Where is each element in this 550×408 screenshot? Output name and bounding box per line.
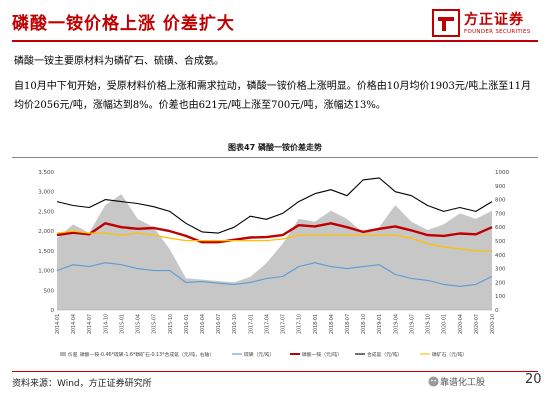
- paragraph-materials: 磷酸一铵主要原材料为磷矿石、硫磺、合成氨。: [14, 56, 224, 67]
- x-tick-label: 2018-07: [345, 314, 351, 334]
- x-tick-label: 2019-01: [377, 314, 383, 334]
- x-tick-label: 2014-10: [103, 314, 109, 334]
- legend-label: 价差: [68, 351, 78, 358]
- left-y-tick-label: 500: [44, 288, 55, 294]
- series-line: [56, 177, 493, 234]
- x-tick-label: 2020-01: [442, 314, 448, 334]
- x-tick-label: 2017-10: [297, 314, 303, 334]
- legend-label: 磷酸一铵-0.46*硫磺-1.6*磷矿石-0.13*合成氨（元/吨，右轴）: [80, 351, 214, 358]
- x-tick-label: 2015-04: [136, 314, 142, 334]
- left-y-tick-label: 0: [51, 308, 55, 314]
- right-y-tick-label: 400: [495, 253, 506, 259]
- x-tick-label: 2015-10: [168, 314, 174, 334]
- page-number: 20: [525, 372, 542, 387]
- right-y-tick-label: 100: [495, 294, 506, 300]
- watermark-text: 靠谱化工股: [440, 378, 486, 388]
- legend-label: 磷酸一铵（元/吨）: [302, 351, 342, 358]
- left-y-tick-label: 2,000: [38, 229, 54, 235]
- right-y-tick-label: 300: [495, 267, 506, 273]
- brand-logo: 方正证券 FOUNDER SECURITIES: [432, 5, 544, 43]
- page-title: 磷酸一铵价格上涨 价差扩大: [12, 14, 235, 34]
- legend-label: 合成氨（元/吨）: [367, 351, 402, 358]
- price-spread-chart: 0 500 1,000 1,500 2,000 2,500 3,000 3,500 0 100 20…: [38, 170, 509, 358]
- founder-logo-icon: [432, 9, 460, 37]
- x-tick-label: 2014-01: [55, 314, 61, 334]
- x-tick-label: 2016-10: [232, 314, 238, 334]
- left-y-tick-label: 2,500: [38, 209, 54, 215]
- paragraph-price-change: 自10月中下旬开始，受原材料价格上涨和需求拉动，磷酸一铵价格上涨明显。价格由10…: [14, 81, 531, 111]
- x-tick-label: 2016-07: [216, 314, 222, 334]
- series-area-spread: [57, 194, 492, 310]
- x-tick-label: 2015-07: [152, 314, 158, 334]
- chart-title: 图表47 磷酸一铵价差走势: [228, 143, 322, 152]
- right-y-tick-label: 800: [495, 198, 506, 204]
- x-tick-label: 2018-01: [313, 314, 319, 334]
- x-tick-label: 2017-04: [264, 314, 270, 334]
- header-divider: [12, 40, 538, 42]
- x-tick-label: 2018-10: [361, 314, 367, 334]
- x-tick-label: 2015-01: [119, 314, 125, 334]
- legend-swatch: [60, 352, 66, 356]
- series-line: [56, 222, 493, 244]
- left-y-tick-label: 3,000: [38, 190, 54, 196]
- x-tick-label: 2014-04: [71, 314, 77, 334]
- x-tick-label: 2014-07: [87, 314, 93, 334]
- x-tick-label: 2016-01: [184, 314, 190, 334]
- x-tick-label: 2018-04: [329, 314, 335, 334]
- x-tick-label: 2020-10: [490, 314, 496, 334]
- x-tick-label: 2020-04: [458, 314, 464, 334]
- right-y-tick-label: 500: [495, 239, 506, 245]
- source-note: 资料来源：Wind，方正证券研究所: [12, 379, 152, 389]
- x-tick-label: 2019-07: [409, 314, 415, 334]
- x-tick-label: 2019-10: [426, 314, 432, 334]
- logo-text-en: FOUNDER SECURITIES: [464, 29, 531, 35]
- x-tick-label: 2017-07: [281, 314, 287, 334]
- wechat-icon: [428, 376, 439, 387]
- summary-text: 磷酸一铵主要原材料为磷矿石、硫磺、合成氨。 自10月中下旬开始，受原材料价格上涨…: [14, 52, 536, 115]
- left-y-tick-label: 3,500: [38, 170, 54, 176]
- right-y-tick-label: 700: [495, 211, 506, 217]
- x-tick-label: 2016-04: [200, 314, 206, 334]
- x-tick-label: 2019-04: [393, 314, 399, 334]
- left-y-tick-label: 1,000: [38, 269, 54, 275]
- right-y-tick-label: 900: [495, 184, 506, 190]
- x-tick-label: 2020-07: [474, 314, 480, 334]
- right-y-tick-label: 600: [495, 225, 506, 231]
- series-line: [56, 262, 493, 287]
- legend-label: 磷矿石（元/吨）: [432, 351, 467, 358]
- chart-title-divider: [12, 157, 538, 158]
- right-y-tick-label: 200: [495, 280, 506, 286]
- legend-label: 硫磺（元/吨）: [244, 351, 274, 358]
- left-y-tick-label: 1,500: [38, 249, 54, 255]
- logo-text-cn: 方正证券: [464, 12, 524, 28]
- x-tick-label: 2017-01: [248, 314, 254, 334]
- right-y-tick-label: 1000: [495, 170, 509, 176]
- footer-divider: [12, 371, 538, 372]
- right-y-tick-label: 0: [495, 308, 499, 314]
- series-line: [56, 230, 492, 252]
